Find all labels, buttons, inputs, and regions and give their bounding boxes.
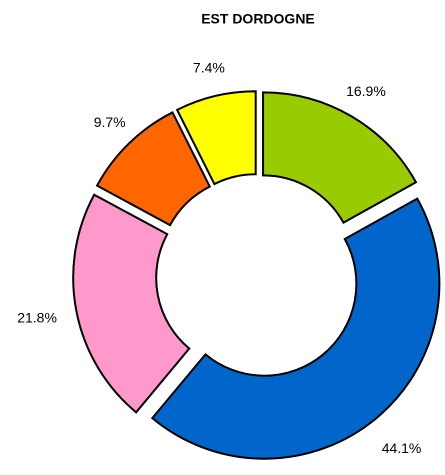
chart-title: EST DORDOGNE (201, 11, 315, 27)
data-label: 9.7% (94, 114, 126, 130)
data-label: 21.8% (17, 309, 57, 325)
donut-slice (175, 90, 257, 186)
data-label: 44.1% (382, 440, 422, 456)
donut-slice (150, 197, 441, 460)
donut-slice (95, 111, 212, 227)
donut-slice (262, 91, 418, 224)
data-label: 16.9% (346, 83, 386, 99)
donut-slice (72, 193, 191, 414)
data-label: 7.4% (193, 59, 225, 75)
